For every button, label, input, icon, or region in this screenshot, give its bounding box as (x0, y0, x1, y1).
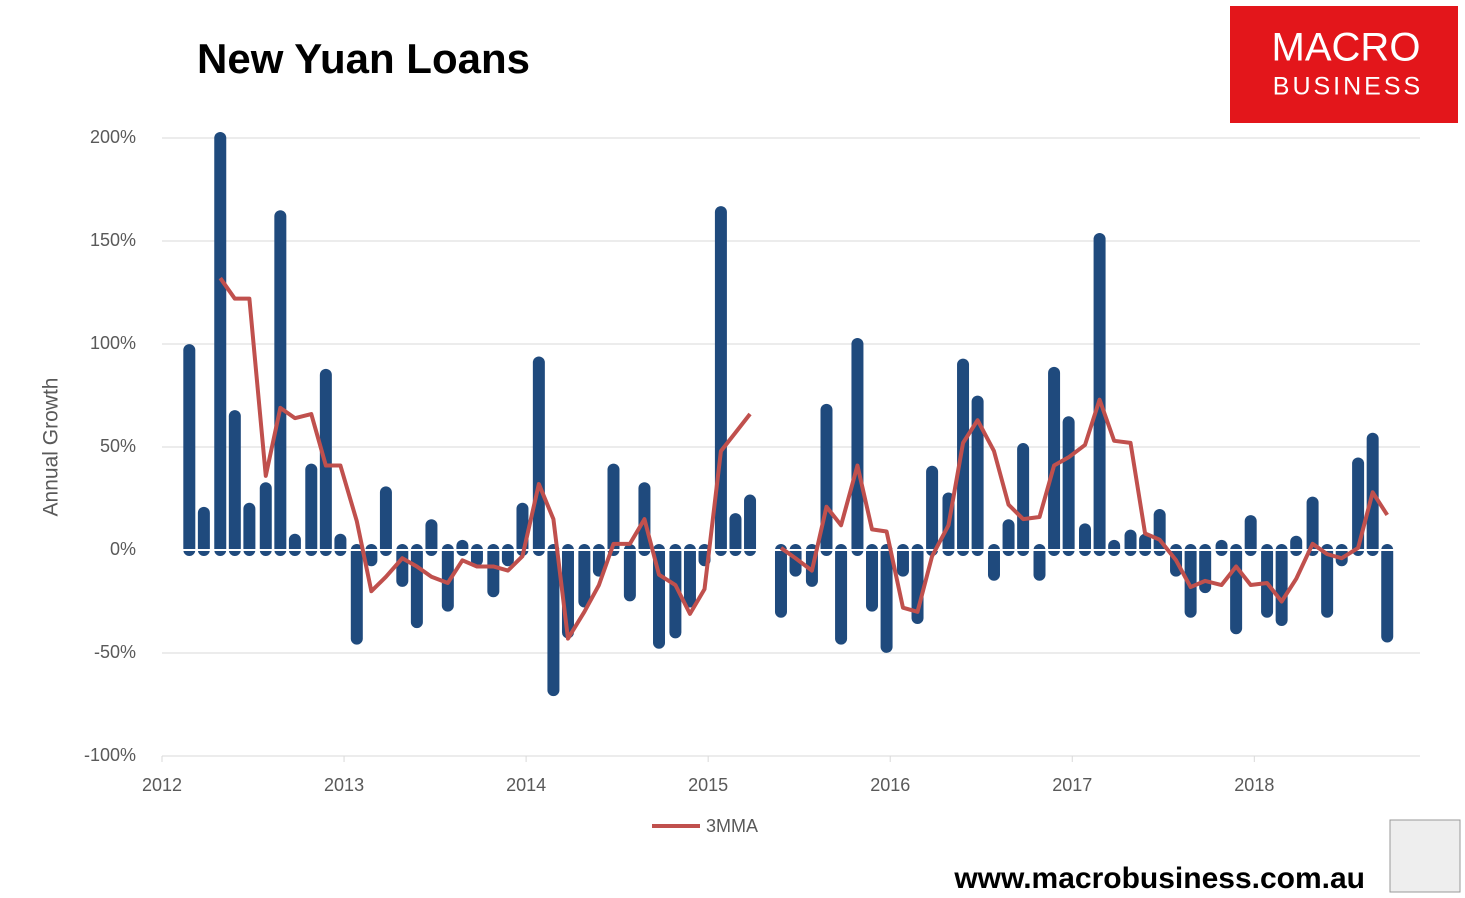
bar (214, 132, 227, 556)
bar (774, 544, 787, 618)
bar (729, 513, 742, 556)
y-tick-label: 100% (90, 333, 136, 353)
y-tick-label: -100% (84, 745, 136, 765)
bar (334, 533, 347, 556)
bar (1230, 544, 1243, 635)
bar (1381, 544, 1394, 643)
bar (926, 465, 939, 556)
x-tick-label: 2017 (1052, 775, 1092, 795)
bar (547, 544, 560, 697)
bar (851, 338, 864, 556)
fox-icon (1389, 819, 1461, 893)
bar (243, 502, 256, 556)
bar (396, 544, 409, 587)
bar (971, 395, 984, 556)
y-axis-title: Annual Growth (40, 378, 63, 517)
x-tick-label: 2018 (1234, 775, 1274, 795)
logo-box (1230, 6, 1458, 123)
bar (683, 544, 696, 608)
bar (1290, 535, 1303, 556)
bar (532, 356, 545, 556)
bar (714, 206, 727, 556)
bar (350, 544, 363, 645)
y-tick-label: 50% (100, 436, 136, 456)
bar (1048, 366, 1061, 556)
bar (1017, 443, 1030, 556)
bar (592, 544, 605, 577)
bar (896, 544, 909, 577)
bar (1184, 544, 1197, 618)
bar (957, 358, 970, 556)
bar (669, 544, 682, 639)
bar (487, 544, 500, 598)
bar (501, 544, 514, 567)
bar (274, 210, 287, 556)
chart-title: New Yuan Loans (197, 35, 530, 82)
logo-text: BUSINESS (1273, 73, 1423, 101)
bar (1124, 529, 1137, 556)
y-tick-label: 150% (90, 230, 136, 250)
legend-label: 3MMA (706, 816, 758, 836)
bar (866, 544, 879, 612)
y-tick-label: -50% (94, 642, 136, 662)
bar (197, 506, 210, 556)
x-tick-label: 2012 (142, 775, 182, 795)
bar (410, 544, 423, 629)
bar (1079, 523, 1092, 556)
bar (623, 544, 636, 602)
bar (1062, 416, 1075, 556)
bar (607, 463, 620, 556)
bar (1215, 539, 1228, 556)
bar (305, 463, 318, 556)
bar (835, 544, 848, 645)
bar (1306, 496, 1319, 556)
x-tick-label: 2015 (688, 775, 728, 795)
bar (880, 544, 893, 653)
bar (228, 410, 241, 556)
bar (456, 539, 469, 556)
x-tick-label: 2014 (506, 775, 546, 795)
bar (259, 482, 272, 556)
bar (1321, 544, 1334, 618)
y-tick-label: 200% (90, 127, 136, 147)
bar (441, 544, 454, 612)
bar (1244, 515, 1257, 556)
x-tick-label: 2016 (870, 775, 910, 795)
bar (1033, 544, 1046, 581)
bar (1093, 232, 1106, 556)
bar (379, 486, 392, 556)
bar (744, 494, 757, 556)
bar (1275, 544, 1288, 627)
bar (183, 344, 196, 556)
bar (1261, 544, 1274, 618)
line-series (218, 276, 1389, 641)
bar (1108, 539, 1121, 556)
bar (425, 519, 438, 556)
bar (578, 544, 591, 608)
logo-text: MACRO (1272, 26, 1421, 70)
bar (987, 544, 1000, 581)
bar (1153, 508, 1166, 556)
y-tick-label: 0% (110, 539, 136, 559)
x-tick-label: 2013 (324, 775, 364, 795)
bar (1002, 519, 1015, 556)
footer-url: www.macrobusiness.com.au (953, 862, 1365, 895)
bar (1199, 544, 1212, 594)
bar (288, 533, 301, 556)
